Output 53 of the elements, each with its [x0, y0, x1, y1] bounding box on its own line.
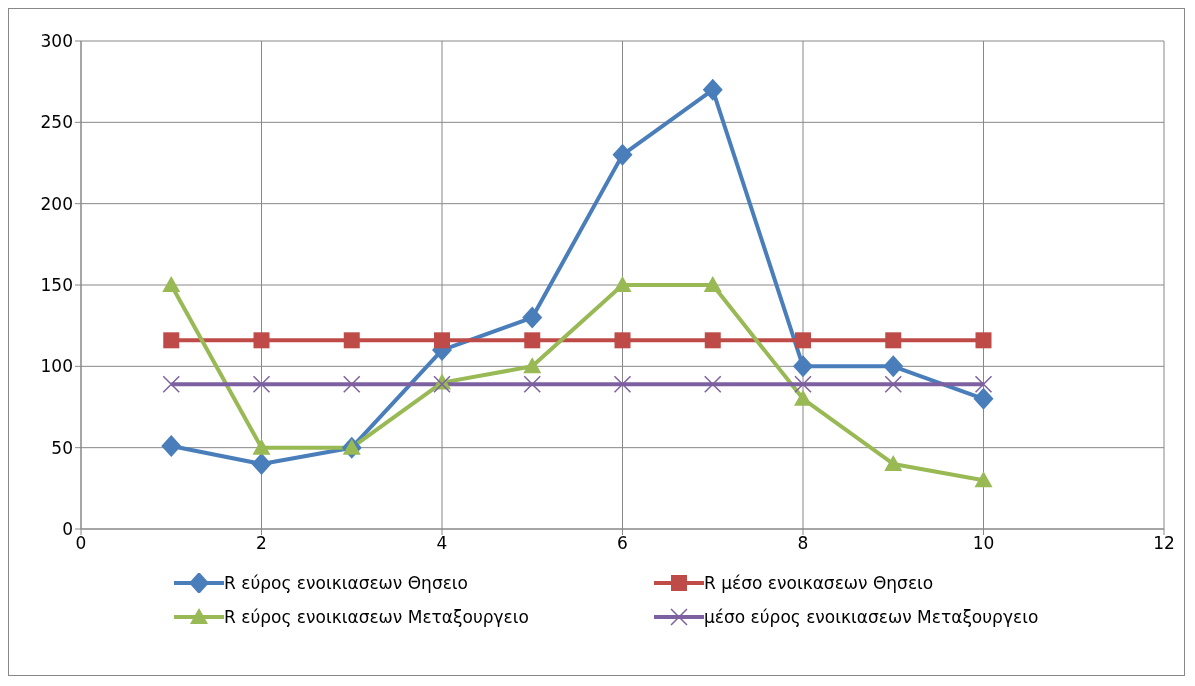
point — [884, 375, 902, 393]
point — [162, 375, 180, 393]
legend-label: R μέσο ενοικασεων Θησειο — [704, 573, 934, 593]
point — [704, 332, 721, 349]
point — [974, 471, 993, 488]
x-tick-label: 4 — [436, 533, 448, 554]
x-tick-label: 10 — [972, 533, 995, 554]
point — [795, 332, 811, 349]
point — [522, 306, 543, 329]
y-tick-label: 50 — [51, 437, 73, 458]
y-tick-label: 150 — [40, 275, 73, 296]
x-tick-label: 6 — [617, 533, 628, 554]
point — [343, 375, 361, 393]
legend-label: μέσο εύρος ενοικιασεων Μεταξουργειο — [704, 607, 1039, 627]
point — [343, 332, 360, 349]
point — [883, 355, 904, 378]
x-tick-label: 8 — [797, 533, 809, 554]
point — [252, 438, 271, 455]
point — [613, 276, 632, 292]
point — [523, 375, 541, 393]
point — [974, 375, 993, 393]
point — [884, 454, 903, 471]
point — [613, 375, 632, 393]
point — [702, 78, 723, 101]
point — [434, 332, 450, 349]
point — [253, 332, 270, 349]
y-tick-label: 100 — [40, 356, 73, 377]
y-tick-label: 0 — [62, 519, 73, 540]
point — [973, 387, 994, 410]
point — [975, 332, 992, 349]
point — [162, 276, 181, 292]
y-tick-label: 300 — [40, 31, 73, 52]
point — [612, 143, 633, 166]
point — [794, 389, 812, 406]
x-tick-label: 2 — [256, 533, 267, 554]
point — [794, 375, 812, 393]
x-tick-label: 12 — [1153, 533, 1175, 554]
point — [252, 375, 271, 393]
point — [703, 276, 722, 292]
point — [163, 332, 180, 349]
legend-label: R εύρος ενοικιασεων Θησειο — [224, 573, 469, 593]
point — [161, 435, 182, 458]
point — [614, 332, 631, 349]
y-tick-label: 200 — [40, 193, 73, 214]
point — [704, 375, 722, 393]
x-tick-label: 0 — [75, 533, 87, 554]
point — [524, 332, 541, 349]
point — [523, 357, 542, 374]
legend-label: R εύρος ενοικιασεων Μεταξουργειο — [224, 607, 529, 627]
point — [885, 332, 902, 349]
point — [793, 355, 813, 378]
point — [251, 452, 272, 475]
y-tick-label: 250 — [40, 112, 73, 133]
